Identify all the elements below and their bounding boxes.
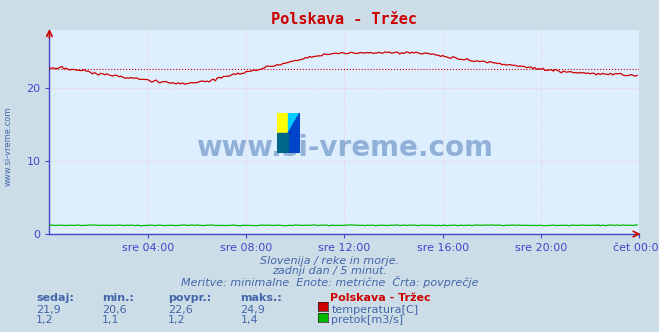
Text: zadnji dan / 5 minut.: zadnji dan / 5 minut. (272, 266, 387, 276)
Text: 1,2: 1,2 (168, 315, 186, 325)
Text: pretok[m3/s]: pretok[m3/s] (331, 315, 403, 325)
Text: temperatura[C]: temperatura[C] (331, 305, 418, 315)
Text: www.si-vreme.com: www.si-vreme.com (196, 134, 493, 162)
Text: 21,9: 21,9 (36, 305, 61, 315)
Text: maks.:: maks.: (241, 293, 282, 303)
Polygon shape (277, 113, 289, 133)
Text: min.:: min.: (102, 293, 134, 303)
Text: www.si-vreme.com: www.si-vreme.com (3, 106, 13, 186)
Polygon shape (277, 133, 289, 153)
Text: Slovenija / reke in morje.: Slovenija / reke in morje. (260, 256, 399, 266)
Text: Polskava - Tržec: Polskava - Tržec (330, 293, 430, 303)
Text: 1,2: 1,2 (36, 315, 54, 325)
Text: 22,6: 22,6 (168, 305, 193, 315)
Text: 1,1: 1,1 (102, 315, 120, 325)
Text: povpr.:: povpr.: (168, 293, 212, 303)
Text: 24,9: 24,9 (241, 305, 266, 315)
Text: 1,4: 1,4 (241, 315, 258, 325)
Polygon shape (289, 113, 300, 153)
Polygon shape (289, 113, 300, 133)
Text: Meritve: minimalne  Enote: metrične  Črta: povprečje: Meritve: minimalne Enote: metrične Črta:… (181, 276, 478, 288)
Title: Polskava - Tržec: Polskava - Tržec (272, 12, 417, 27)
Text: 20,6: 20,6 (102, 305, 127, 315)
Text: sedaj:: sedaj: (36, 293, 74, 303)
